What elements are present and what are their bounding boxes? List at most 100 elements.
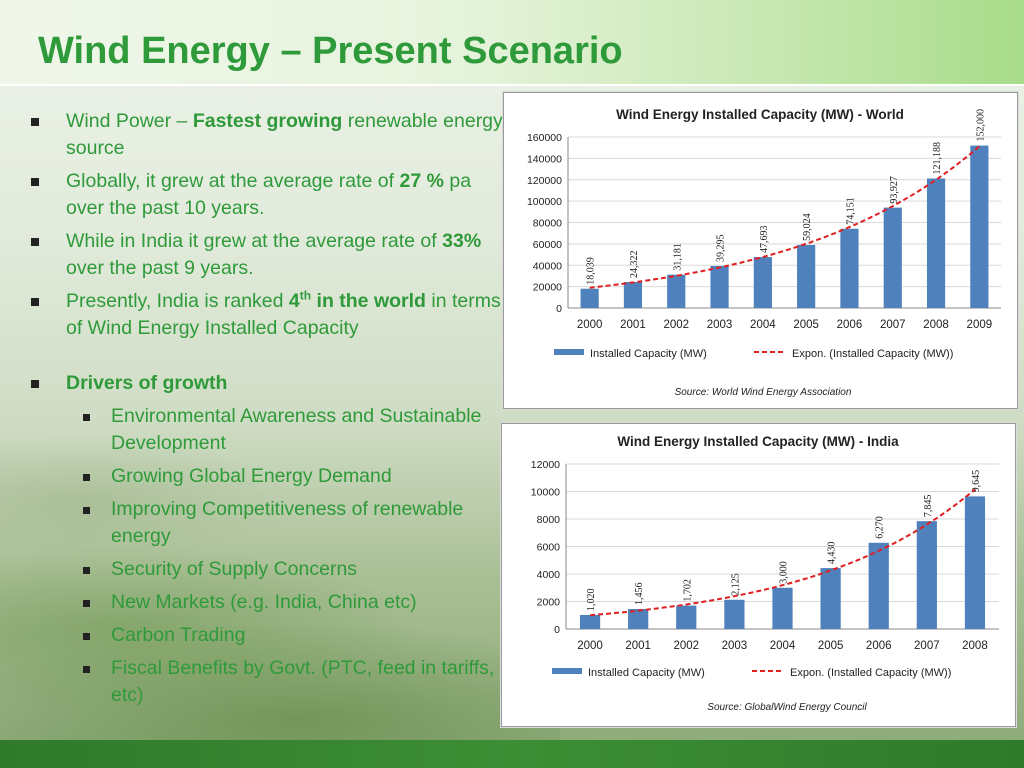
india-x-tick-label: 2000 [577, 640, 603, 652]
world-bar [797, 244, 816, 308]
square-bullet-icon [83, 567, 90, 574]
india-chart-svg: Wind Energy Installed Capacity (MW) - In… [531, 434, 999, 713]
bullet-india-growth: While in India it grew at the average ra… [28, 228, 504, 282]
india-data-label: 6,270 [875, 516, 886, 539]
world-y-tick-label: 40000 [533, 260, 562, 272]
india-y-tick-label: 4000 [537, 569, 561, 581]
bullet-bold-text: 27 % [399, 170, 444, 192]
square-bullet-icon [83, 414, 90, 421]
india-data-label: 9,645 [971, 470, 982, 493]
world-data-label: 39,295 [716, 235, 727, 263]
square-bullet-icon [31, 238, 39, 246]
ordinal-suffix: th [299, 288, 312, 303]
bullet-india-rank: Presently, India is ranked 4th in the wo… [28, 288, 504, 342]
world-x-tick-label: 2004 [750, 319, 776, 331]
slide-title: Wind Energy – Present Scenario [38, 30, 623, 72]
square-bullet-icon [31, 118, 39, 126]
bullet-global-growth: Globally, it grew at the average rate of… [28, 168, 504, 222]
world-x-tick-label: 2007 [880, 319, 906, 331]
world-data-label: 24,322 [629, 251, 640, 279]
world-chart-title: Wind Energy Installed Capacity (MW) - Wo… [616, 107, 904, 122]
world-data-label: 93,927 [889, 176, 900, 204]
driver-item: Security of Supply Concerns [28, 556, 504, 583]
india-bar [868, 542, 889, 629]
bullet-bold-text: 4 [288, 290, 300, 312]
bullet-text: Presently, India is ranked [66, 290, 289, 312]
world-bar [840, 228, 859, 308]
world-y-tick-label: 60000 [533, 239, 562, 251]
footer-bar [0, 740, 1024, 768]
world-data-label: 59,024 [802, 213, 813, 241]
world-data-label: 47,693 [759, 226, 770, 254]
driver-item: Growing Global Energy Demand [28, 463, 504, 490]
world-data-label: 18,039 [586, 257, 597, 285]
india-y-tick-label: 2000 [537, 597, 561, 609]
world-x-tick-label: 2002 [663, 319, 689, 331]
world-y-tick-label: 120000 [527, 175, 562, 187]
india-chart-title: Wind Energy Installed Capacity (MW) - In… [617, 434, 899, 449]
driver-item: Improving Competitiveness of renewable e… [28, 496, 504, 550]
driver-text: Environmental Awareness and Sustainable … [111, 405, 482, 454]
india-x-tick-label: 2003 [722, 640, 748, 652]
bullet-bold-text: Fastest growing [192, 110, 343, 132]
world-y-tick-label: 20000 [533, 282, 562, 294]
india-legend-trend-label: Expon. (Installed Capacity (MW)) [790, 667, 951, 679]
bullet-list: Wind Power – Fastest growing renewable e… [28, 108, 504, 715]
world-x-tick-label: 2005 [793, 319, 819, 331]
world-bar [883, 207, 902, 308]
india-x-tick-label: 2004 [770, 640, 796, 652]
india-y-tick-label: 8000 [537, 514, 561, 526]
world-bar [710, 266, 729, 308]
world-x-tick-label: 2009 [967, 319, 993, 331]
world-y-tick-label: 140000 [527, 153, 562, 165]
bullet-fastest-growing: Wind Power – Fastest growing renewable e… [28, 108, 504, 162]
square-bullet-icon [83, 633, 90, 640]
india-x-tick-label: 2001 [625, 640, 651, 652]
world-legend-trend-label: Expon. (Installed Capacity (MW)) [792, 348, 953, 360]
bullet-text: over the past 9 years. [66, 257, 254, 279]
world-bar [623, 282, 643, 308]
india-x-tick-label: 2008 [962, 640, 988, 652]
india-legend-bar-swatch [552, 668, 582, 674]
square-bullet-icon [83, 474, 90, 481]
driver-text: Improving Competitiveness of renewable e… [111, 498, 464, 547]
world-y-tick-label: 160000 [527, 132, 562, 144]
india-data-label: 1,020 [586, 588, 597, 611]
world-trendline [589, 145, 980, 289]
world-bar [667, 274, 686, 308]
driver-item: Fiscal Benefits by Govt. (PTC, feed in t… [28, 655, 504, 709]
world-data-label: 121,188 [932, 142, 943, 175]
india-data-label: 3,000 [779, 561, 790, 584]
square-bullet-icon [31, 178, 39, 186]
india-data-label: 2,125 [730, 573, 741, 596]
india-x-tick-label: 2006 [866, 640, 892, 652]
india-bar [772, 587, 793, 629]
world-bar [970, 145, 989, 308]
india-x-tick-label: 2007 [914, 640, 940, 652]
bullet-text: Wind Power – [66, 110, 193, 132]
bullet-bold-text: 33% [442, 230, 482, 252]
driver-text: Fiscal Benefits by Govt. (PTC, feed in t… [111, 657, 495, 706]
bullet-text: pa over the past 10 years. [66, 170, 472, 219]
india-bar [724, 599, 745, 629]
driver-text: New Markets (e.g. India, China etc) [111, 591, 417, 613]
india-bar [676, 605, 697, 629]
world-data-label: 152,000 [975, 109, 986, 142]
world-x-tick-label: 2003 [707, 319, 733, 331]
india-data-label: 4,430 [827, 542, 838, 565]
square-bullet-icon [31, 298, 39, 306]
drivers-heading: Drivers of growth [28, 370, 504, 397]
bullet-text: in terms of Wind Energy Installed Capaci… [66, 290, 501, 339]
india-bar [628, 608, 649, 629]
india-y-tick-label: 0 [554, 624, 560, 636]
india-bar [579, 614, 601, 629]
world-bar [753, 257, 772, 308]
india-data-label: 1,456 [634, 582, 645, 605]
background-hills [0, 300, 560, 740]
driver-text: Security of Supply Concerns [111, 558, 358, 580]
driver-item: Environmental Awareness and Sustainable … [28, 403, 504, 457]
world-data-label: 31,181 [672, 243, 683, 270]
title-bar: Wind Energy – Present Scenario [0, 0, 1024, 86]
world-source-note: Source: World Wind Energy Association [675, 387, 852, 398]
india-y-tick-label: 10000 [531, 487, 560, 499]
